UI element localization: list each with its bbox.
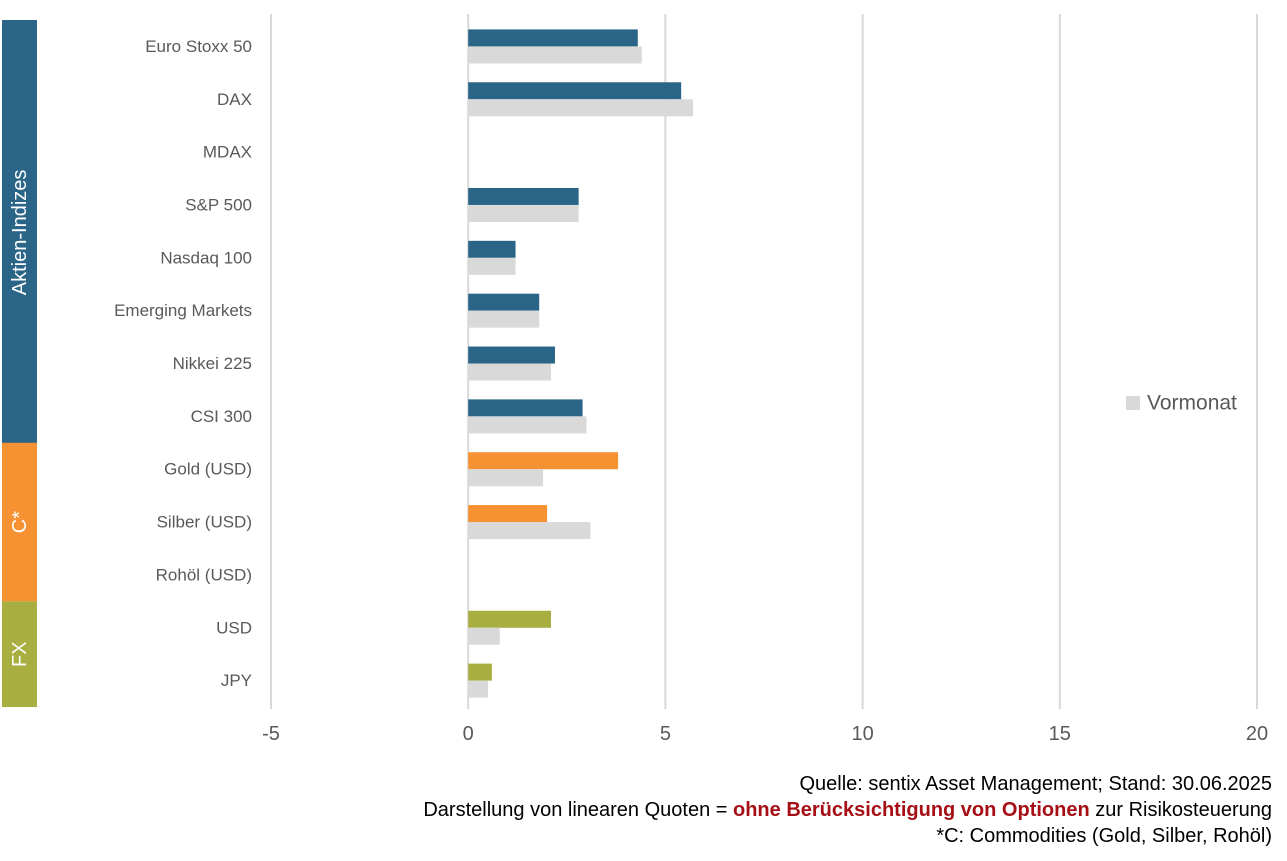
current-bar [468,29,638,47]
x-tick-label: 0 [463,723,474,745]
method-note-text: Darstellung von linearen Quoten = [423,799,733,821]
current-bar [468,187,579,205]
method-note-highlight: ohne Berücksichtigung von Optionen [733,799,1090,821]
method-note-suffix: zur Risikosteuerung [1089,799,1272,821]
previous-month-bar [468,469,544,487]
previous-month-bar [468,363,552,381]
category-label: Emerging Markets [114,301,252,320]
category-label: S&P 500 [185,195,252,214]
previous-month-bar [468,680,488,698]
group-band [2,601,37,708]
previous-month-bar [468,46,642,64]
x-tick-label: 10 [851,723,873,745]
group-band [2,20,37,445]
bars [468,29,694,698]
legend-label: Vormonat [1147,392,1237,415]
category-label: Nikkei 225 [173,354,252,373]
current-bar [468,293,540,311]
category-label: Silber (USD) [157,513,252,532]
x-tick-label: 5 [660,723,671,745]
x-axis-ticks: -5 0 5 10 15 20 [262,723,1268,745]
previous-month-bar [468,204,579,222]
category-label: Rohöl (USD) [156,565,252,584]
current-bar [468,346,555,364]
group-label: FX [9,641,31,667]
current-bar [468,82,682,100]
previous-month-bar [468,310,540,328]
legend-swatch [1126,396,1140,410]
commodities-note: *C: Commodities (Gold, Silber, Rohöl) [936,825,1272,847]
category-label: JPY [221,671,252,690]
category-label: MDAX [203,143,252,162]
current-bar [468,452,619,470]
current-bar [468,663,492,681]
previous-month-bar [468,416,587,434]
previous-month-bar [468,257,516,275]
category-labels: Euro Stoxx 50 DAX MDAX S&P 500 Nasdaq 100 Eme… [114,37,252,690]
category-label: USD [216,618,252,637]
group-band [2,442,37,602]
current-bar [468,240,516,258]
category-label: Euro Stoxx 50 [145,37,252,56]
previous-month-bar [468,522,591,540]
method-note: Darstellung von linearen Quoten = ohne B… [423,797,1272,823]
gridlines [270,14,1258,710]
category-label: Gold (USD) [164,460,252,479]
previous-month-bar [468,627,500,645]
group-label: Aktien-Indizes [9,170,31,296]
previous-month-bar [468,99,694,117]
current-bar [468,505,548,523]
bar-chart: Aktien-Indizes C* FX Euro Stoxx 50 DAX MDAX S… [2,14,1268,745]
chart-footer: Quelle: sentix Asset Management; Stand: … [423,771,1272,849]
category-label: CSI 300 [191,407,252,426]
legend: Vormonat [1126,392,1237,415]
x-tick-label: -5 [262,723,280,745]
x-tick-label: 15 [1049,723,1071,745]
category-label: Nasdaq 100 [160,248,252,267]
x-tick-label: 20 [1246,723,1268,745]
group-label: C* [9,511,31,533]
source-note: Quelle: sentix Asset Management; Stand: … [799,773,1272,795]
current-bar [468,399,583,417]
current-bar [468,610,552,628]
category-groups: Aktien-Indizes C* FX [2,20,37,708]
category-label: DAX [217,90,252,109]
